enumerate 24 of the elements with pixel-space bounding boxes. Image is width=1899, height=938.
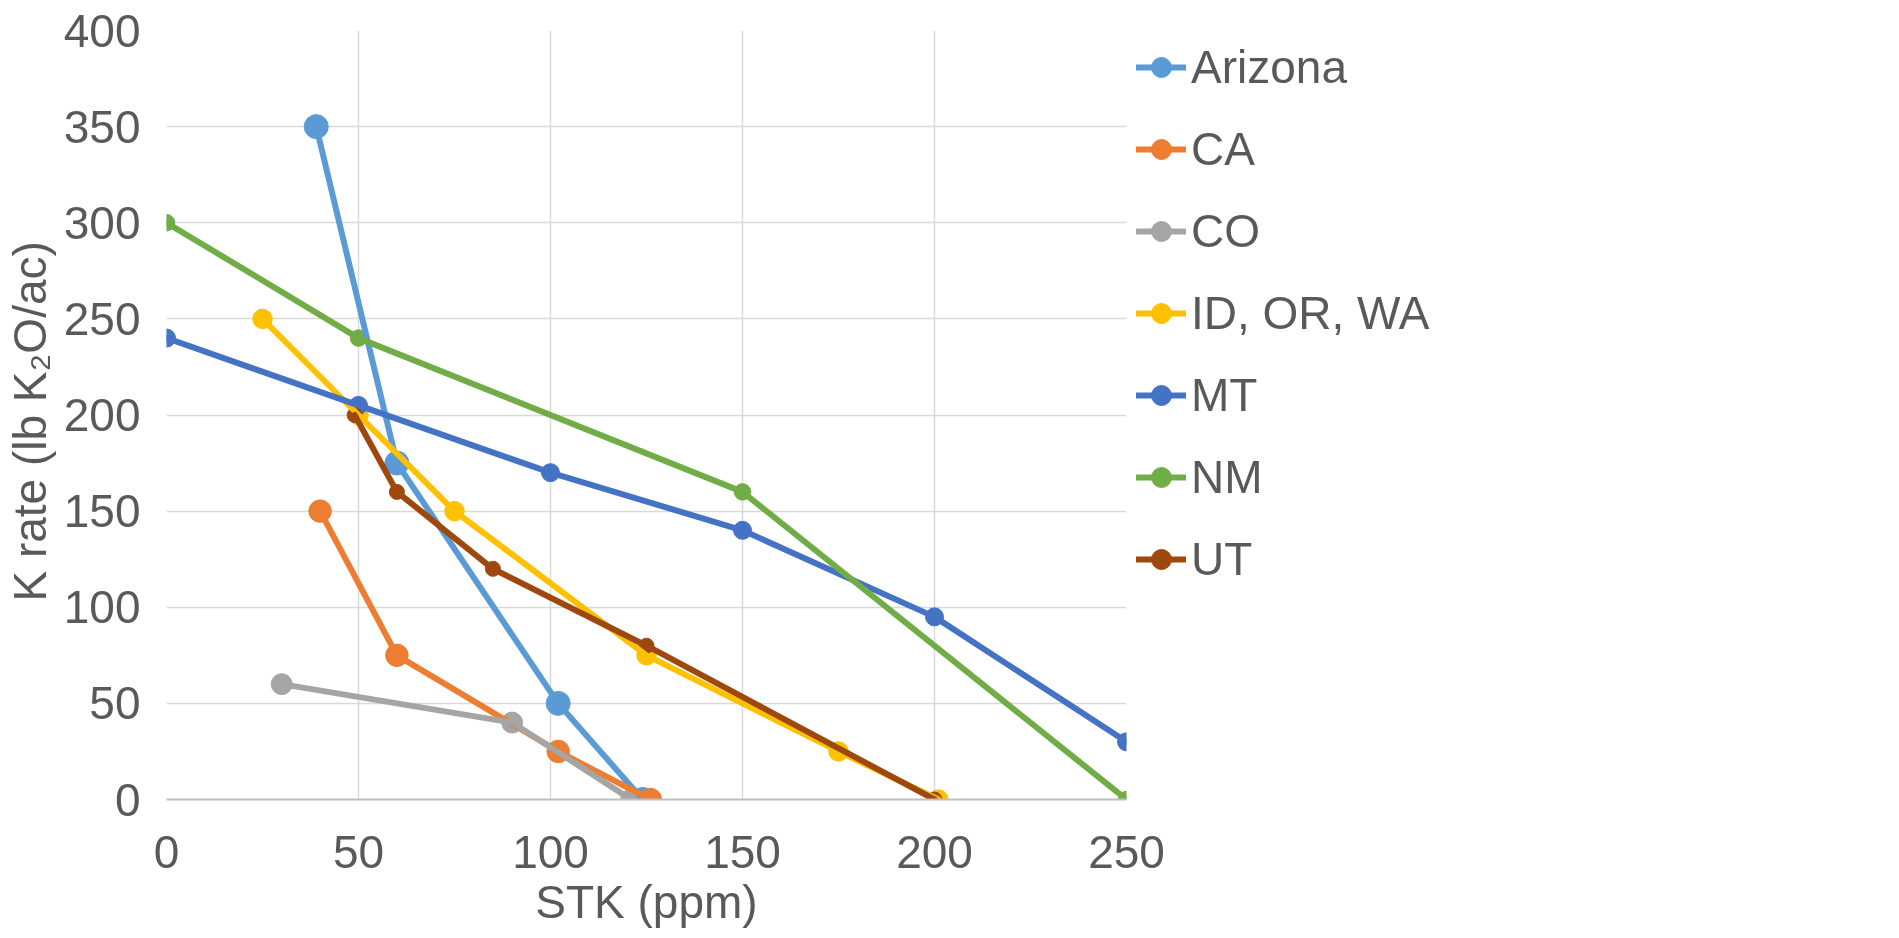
y-tick-label: 50 bbox=[89, 677, 141, 730]
y-tick-label: 0 bbox=[114, 773, 141, 826]
legend-label: CA bbox=[1191, 122, 1255, 176]
y-axis-title: K rate (lb K₂O/ac) bbox=[3, 241, 56, 602]
legend-label: UT bbox=[1191, 532, 1253, 586]
legend-label: NM bbox=[1191, 450, 1263, 504]
y-tick-label: 350 bbox=[63, 100, 141, 153]
legend-label: Arizona bbox=[1191, 40, 1347, 94]
y-tick-label: 250 bbox=[63, 292, 141, 345]
x-tick-label: 150 bbox=[704, 825, 781, 878]
x-tick-label: 250 bbox=[1088, 825, 1165, 878]
legend-label: ID, OR, WA bbox=[1191, 286, 1430, 340]
y-tick-label: 150 bbox=[63, 485, 141, 538]
y-tick-label: 100 bbox=[63, 581, 141, 634]
y-tick-label: 400 bbox=[63, 4, 141, 57]
x-tick-label: 0 bbox=[153, 825, 180, 878]
legend-label: MT bbox=[1191, 368, 1258, 422]
x-axis-title: STK (ppm) bbox=[535, 875, 758, 928]
y-tick-label: 300 bbox=[63, 196, 141, 249]
x-tick-label: 200 bbox=[896, 825, 973, 878]
y-tick-label: 200 bbox=[63, 389, 141, 441]
x-tick-label: 100 bbox=[512, 825, 589, 878]
x-tick-label: 50 bbox=[332, 825, 385, 878]
legend-label: CO bbox=[1191, 204, 1260, 258]
